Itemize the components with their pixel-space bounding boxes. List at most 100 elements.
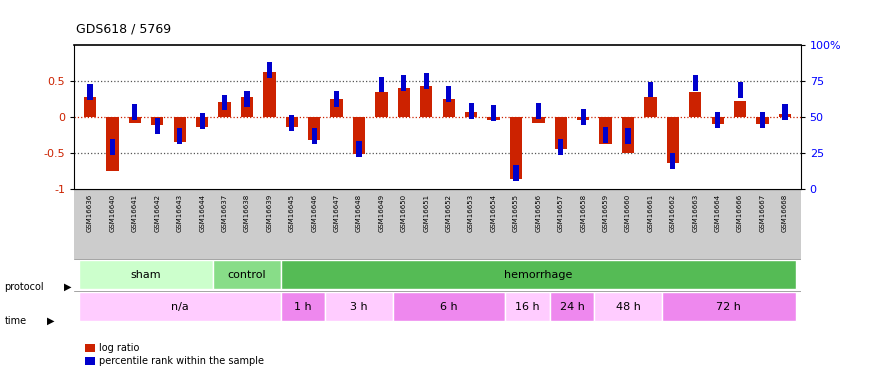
Text: GSM16643: GSM16643 — [177, 194, 183, 232]
Text: GSM16649: GSM16649 — [379, 194, 384, 232]
Text: control: control — [228, 270, 266, 280]
Bar — [491, 105, 496, 121]
Bar — [760, 112, 765, 128]
Text: 24 h: 24 h — [559, 302, 584, 312]
Text: 1 h: 1 h — [294, 302, 311, 312]
Bar — [393, 292, 505, 321]
Text: 72 h: 72 h — [717, 302, 741, 312]
Bar — [312, 128, 317, 144]
Bar — [536, 103, 541, 119]
Text: GSM16668: GSM16668 — [782, 194, 788, 232]
Bar — [581, 109, 585, 124]
Bar — [107, 117, 119, 171]
Bar — [263, 72, 276, 117]
Bar — [110, 139, 116, 155]
Bar — [331, 99, 343, 117]
Text: GSM16657: GSM16657 — [557, 194, 564, 232]
Text: GSM16667: GSM16667 — [760, 194, 766, 232]
Bar — [402, 75, 407, 91]
Bar — [468, 103, 473, 119]
Bar — [756, 117, 768, 124]
Bar — [514, 165, 519, 181]
Bar — [285, 117, 298, 127]
Bar — [558, 139, 564, 155]
Text: GSM16644: GSM16644 — [200, 194, 205, 232]
Bar — [353, 117, 365, 154]
Bar — [622, 117, 634, 153]
Text: GSM16666: GSM16666 — [737, 194, 743, 232]
Text: GSM16655: GSM16655 — [513, 194, 519, 232]
Text: GSM16637: GSM16637 — [221, 194, 228, 232]
Text: time: time — [4, 316, 26, 326]
Bar — [196, 117, 208, 127]
Bar — [779, 114, 791, 117]
Bar — [241, 98, 253, 117]
Text: ▶: ▶ — [47, 316, 55, 326]
Bar — [281, 260, 796, 289]
Bar — [334, 91, 340, 107]
Bar — [398, 88, 410, 117]
Bar — [711, 117, 724, 124]
Text: GSM16651: GSM16651 — [424, 194, 430, 232]
Bar — [550, 292, 594, 321]
Bar — [555, 117, 567, 149]
Text: GSM16648: GSM16648 — [356, 194, 362, 232]
Text: GSM16640: GSM16640 — [109, 194, 116, 232]
Bar — [151, 117, 164, 125]
Bar — [375, 92, 388, 117]
Bar — [648, 82, 653, 98]
Bar — [603, 127, 608, 142]
Text: GSM16659: GSM16659 — [603, 194, 609, 232]
Text: GSM16639: GSM16639 — [266, 194, 272, 232]
Bar — [424, 73, 429, 89]
Bar — [446, 86, 452, 102]
Text: 6 h: 6 h — [440, 302, 458, 312]
Bar — [379, 76, 384, 92]
Text: GSM16662: GSM16662 — [670, 194, 676, 232]
Bar — [267, 62, 272, 78]
Bar — [510, 117, 522, 179]
Bar — [690, 92, 702, 117]
Bar — [594, 292, 662, 321]
Text: protocol: protocol — [4, 282, 44, 292]
Bar — [715, 112, 720, 128]
Bar — [693, 75, 698, 91]
Text: GSM16660: GSM16660 — [625, 194, 631, 232]
Legend: log ratio, percentile rank within the sample: log ratio, percentile rank within the sa… — [81, 339, 269, 370]
Text: GSM16652: GSM16652 — [445, 194, 452, 232]
Bar — [79, 260, 214, 289]
Bar — [667, 117, 679, 164]
Bar — [173, 117, 186, 142]
Text: GSM16664: GSM16664 — [715, 194, 721, 232]
Text: GSM16641: GSM16641 — [132, 194, 138, 232]
Bar — [244, 91, 249, 107]
Bar — [200, 113, 205, 129]
Bar — [79, 292, 281, 321]
Bar — [326, 292, 393, 321]
Bar — [155, 118, 160, 134]
Bar — [734, 101, 746, 117]
Text: GSM16663: GSM16663 — [692, 194, 698, 232]
Text: GSM16642: GSM16642 — [154, 194, 160, 232]
Text: GSM16656: GSM16656 — [536, 194, 542, 232]
Bar — [290, 116, 294, 131]
Bar — [662, 292, 796, 321]
Text: GSM16658: GSM16658 — [580, 194, 586, 232]
Text: GSM16636: GSM16636 — [88, 194, 93, 232]
Text: 3 h: 3 h — [350, 302, 367, 312]
Bar — [132, 104, 137, 120]
Bar — [782, 104, 788, 120]
Bar — [84, 98, 96, 117]
Text: GSM16646: GSM16646 — [312, 194, 318, 232]
Text: GSM16650: GSM16650 — [401, 194, 407, 232]
Text: n/a: n/a — [171, 302, 189, 312]
Text: GSM16661: GSM16661 — [648, 194, 654, 232]
Text: GSM16647: GSM16647 — [333, 194, 340, 232]
Text: GDS618 / 5769: GDS618 / 5769 — [76, 22, 172, 36]
Bar — [219, 102, 231, 117]
Bar — [214, 260, 281, 289]
Bar — [222, 94, 228, 110]
Text: sham: sham — [130, 270, 161, 280]
Bar — [177, 128, 182, 144]
Bar — [532, 117, 544, 123]
